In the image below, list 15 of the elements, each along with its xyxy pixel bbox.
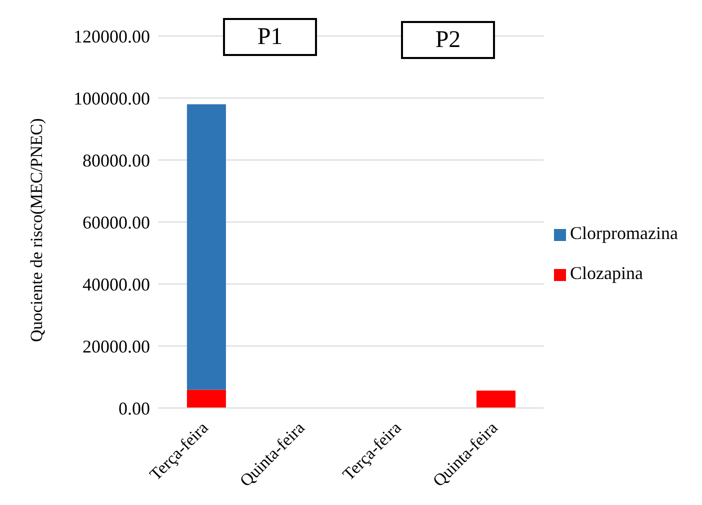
bar <box>476 390 516 408</box>
legend-label: Clorpromazina <box>570 223 678 243</box>
bar <box>186 104 226 390</box>
legend-label: Clozapina <box>570 263 644 283</box>
y-axis-title: Quociente de risco(MEC/PNEC) <box>27 118 46 342</box>
y-tick-label: 40000.00 <box>82 274 150 294</box>
label-box: P2 <box>401 21 495 59</box>
y-tick-label: 120000.00 <box>74 26 150 46</box>
bar <box>186 390 226 408</box>
y-tick-label: 60000.00 <box>82 212 150 232</box>
y-tick-label: 100000.00 <box>74 88 150 108</box>
y-tick-label: 0.00 <box>118 398 150 418</box>
y-tick-label: 80000.00 <box>82 150 150 170</box>
label-box: P1 <box>223 18 317 56</box>
y-tick-label: 20000.00 <box>82 336 150 356</box>
